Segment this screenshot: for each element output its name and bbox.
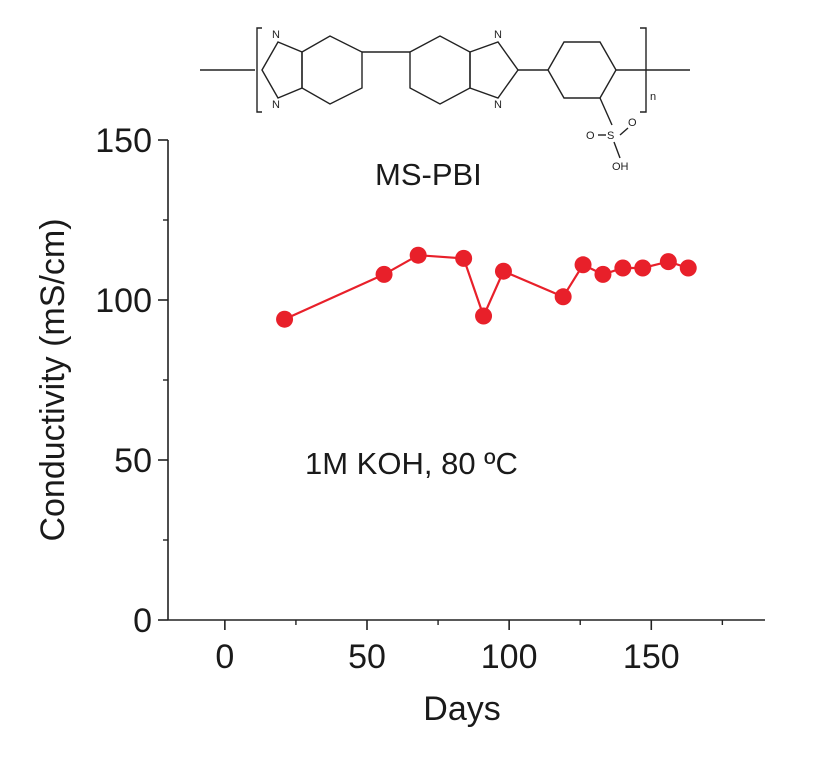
data-point	[455, 249, 473, 267]
structure-o-1: O	[586, 130, 595, 142]
x-tick-label: 50	[348, 638, 386, 676]
sulfonate-bond	[599, 97, 613, 126]
data-point	[375, 265, 393, 283]
data-point	[554, 288, 572, 306]
so-bond-right	[619, 127, 629, 136]
imidazole-ring-2	[469, 41, 519, 99]
structure-repeat-n: n	[650, 91, 656, 103]
data-point	[409, 246, 427, 264]
y-tick-label: 150	[95, 122, 152, 160]
x-tick-label: 100	[481, 638, 538, 676]
bracket-left	[256, 27, 262, 113]
structure-s: S	[607, 130, 614, 142]
y-tick-label: 0	[133, 602, 152, 640]
data-point	[659, 253, 677, 271]
structure-o-2: O	[628, 117, 637, 129]
structure-n-3: N	[494, 29, 502, 41]
structure-oh: OH	[612, 161, 629, 173]
x-tick-label: 0	[215, 638, 234, 676]
data-point	[475, 307, 493, 325]
y-tick-label: 100	[95, 282, 152, 320]
structure-n-1: N	[272, 29, 280, 41]
data-point	[679, 259, 697, 277]
data-point	[494, 262, 512, 280]
annotation-conditions: 1M KOH, 80 ºC	[305, 446, 518, 481]
data-point	[574, 256, 592, 274]
imidazole-ring-1	[261, 41, 303, 99]
benzene-ring-1	[301, 35, 363, 105]
axes	[167, 140, 765, 621]
ms-pbi-structure-drawing	[200, 27, 690, 159]
data-point	[276, 310, 294, 328]
y-tick-label: 50	[114, 442, 152, 480]
phenyl-ring	[547, 41, 617, 99]
y-axis-title: Conductivity (mS/cm)	[34, 218, 72, 541]
annotation-polymer-name: MS-PBI	[375, 157, 482, 192]
data-point	[594, 265, 612, 283]
s-oh-bond	[613, 141, 621, 159]
structure-n-2: N	[272, 99, 280, 111]
structure-n-4: N	[494, 99, 502, 111]
benzene-ring-2	[409, 35, 471, 105]
x-axis-title: Days	[423, 690, 500, 728]
series-layer	[276, 246, 697, 328]
bracket-right	[640, 27, 647, 113]
ticks: 0 50 100 150 0 50 100 150	[95, 122, 724, 676]
x-tick-label: 150	[623, 638, 680, 676]
structure-labels: N N N N n O S O OH	[272, 29, 656, 173]
data-point	[634, 259, 652, 277]
data-point	[614, 259, 632, 277]
